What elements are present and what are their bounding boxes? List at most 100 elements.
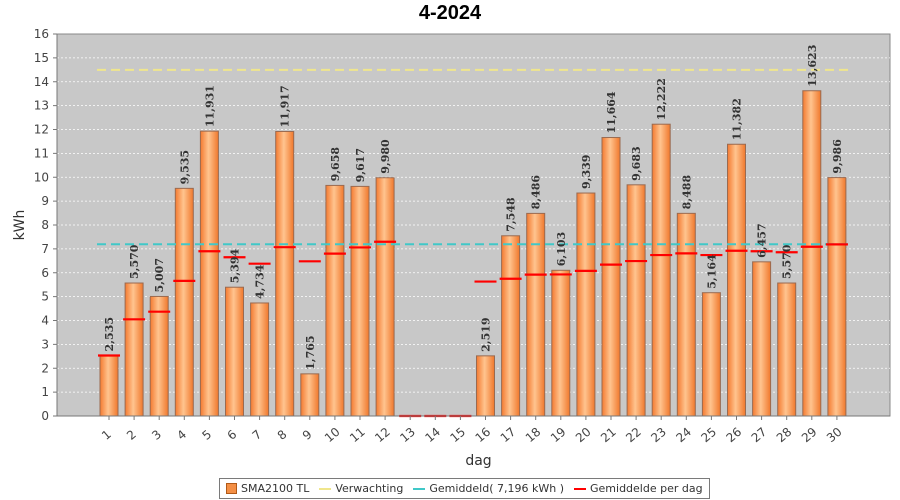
bar-value-label: 11,917 [279,85,292,127]
legend-swatch-verwachting [319,487,332,490]
bar-value-label: 8,488 [680,175,693,210]
x-tick-label: 10 [322,425,343,446]
bar [124,282,144,417]
bar [701,292,721,417]
legend-label-gemiddeld: Gemiddeld( 7,196 kWh ) [429,482,565,495]
x-tick-label: 2 [124,427,139,443]
x-tick-label: 7 [250,427,265,443]
x-tick-label: 26 [724,425,745,446]
bar-value-label: 4,734 [254,264,267,299]
bar-value-label: 5,007 [153,258,166,292]
y-tick-label: 9 [41,194,49,208]
y-tick-label: 6 [41,266,49,280]
x-tick-label: 18 [523,425,544,446]
x-tick-label: 16 [473,425,494,446]
x-tick-label: 13 [397,425,418,446]
y-tick-label: 3 [41,337,49,351]
bar-value-label: 5,570 [781,244,794,279]
legend-label-per-dag: Gemiddelde per dag [590,482,703,495]
bar [601,137,621,417]
chart-title: 4-2024 [418,2,482,24]
x-tick-label: 8 [275,427,290,443]
x-tick-label: 3 [149,427,164,443]
x-tick-label: 21 [598,425,619,446]
legend-swatch-bar [226,483,237,494]
x-tick-label: 27 [749,425,770,446]
bar [501,235,521,417]
bar [199,130,219,417]
bar-value-label: 11,664 [605,91,618,133]
x-tick-label: 5 [199,427,214,443]
legend-swatch-per-dag [574,487,587,490]
bar-value-label: 9,658 [329,147,342,182]
legend-label-bar: SMA2100 TL [241,482,310,495]
y-tick-label: 12 [34,123,49,137]
y-tick-label: 11 [34,146,49,160]
bar [626,184,646,417]
y-tick-label: 16 [34,27,49,41]
legend-item-bar: SMA2100 TL [226,482,309,495]
bar [802,90,822,417]
x-tick-label: 6 [225,427,240,443]
bar [777,282,797,417]
bar-value-label: 1,765 [304,335,317,369]
bar [827,177,847,417]
bar [752,261,772,417]
y-tick-label: 13 [34,99,49,113]
bar-value-label: 5,394 [229,248,242,283]
bar [651,123,671,417]
x-tick-label: 28 [774,425,795,446]
y-tick-label: 8 [41,218,49,232]
y-tick-label: 5 [41,290,49,304]
x-tick-label: 15 [447,425,468,446]
legend-label-verwachting: Verwachting [335,482,404,495]
bar [149,295,169,417]
legend-item-gemiddeld: Gemiddeld( 7,196 kWh ) [413,482,564,495]
bar [375,177,395,417]
y-tick-label: 7 [41,242,49,256]
bar [350,185,370,417]
bar [551,269,571,417]
bar-value-label: 9,986 [831,139,844,174]
x-tick-label: 22 [623,425,644,446]
y-tick-label: 10 [34,170,49,184]
y-tick-label: 1 [41,385,49,399]
bar-value-label: 5,570 [128,244,141,279]
bar-value-label: 6,457 [756,223,769,257]
x-tick-label: 25 [698,425,719,446]
x-tick-label: 17 [498,425,519,446]
bar [476,355,495,417]
legend-item-verwachting: Verwachting [319,482,403,495]
bar-value-label: 12,222 [655,78,668,120]
bar-value-label: 9,617 [354,148,367,182]
bar [250,302,270,417]
bar-value-label: 2,535 [103,317,116,351]
bar-value-label: 9,535 [178,150,191,184]
y-tick-label: 15 [34,51,49,65]
bar-value-label: 9,339 [580,155,593,189]
bar-value-label: 2,519 [480,317,493,351]
y-axis-label: kWh [12,210,28,241]
x-tick-label: 19 [548,425,569,446]
bar-value-label: 13,623 [806,45,819,87]
x-tick-label: 1 [99,427,114,443]
y-tick-label: 4 [41,314,49,328]
bar-value-label: 5,164 [705,254,718,289]
x-tick-label: 4 [174,427,189,443]
y-tick-label: 0 [41,409,49,423]
bar [99,354,119,417]
x-tick-label: 20 [573,425,594,446]
bar-value-label: 9,980 [379,139,392,174]
bar-value-label: 7,548 [505,197,518,232]
x-tick-label: 11 [347,425,368,446]
y-tick-label: 2 [41,361,49,375]
y-tick-label: 14 [34,75,49,89]
x-tick-label: 14 [422,425,443,446]
bar-value-label: 11,931 [203,85,216,127]
bar [225,286,244,417]
x-tick-label: 9 [300,427,315,443]
x-tick-label: 30 [824,425,845,446]
bar [300,373,320,417]
x-tick-label: 23 [648,425,669,446]
